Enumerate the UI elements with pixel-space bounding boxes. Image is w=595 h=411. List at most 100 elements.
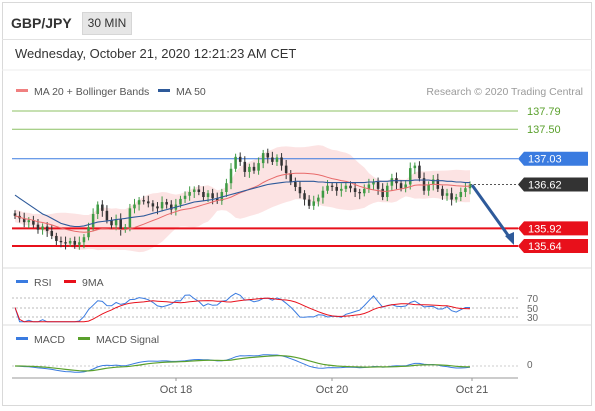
- candle-body: [238, 156, 242, 162]
- candle-body: [454, 197, 458, 200]
- candle-body: [64, 242, 67, 244]
- level-136-62-tag: [518, 177, 588, 192]
- legend-ma50-label: MA 50: [176, 86, 206, 98]
- x-tick-oct18: Oct 18: [160, 384, 192, 396]
- candle-body: [192, 189, 196, 192]
- candle-body: [294, 181, 297, 187]
- candle-body: [165, 202, 168, 205]
- ma50-line: [14, 179, 470, 228]
- candle-body: [234, 156, 237, 169]
- candle-body: [261, 153, 265, 164]
- level-135-92-tag: [518, 221, 588, 236]
- x-tick-oct20: Oct 20: [316, 384, 348, 396]
- candle-body: [307, 199, 311, 206]
- candle-body: [372, 181, 375, 185]
- credit-label: Research © 2020 Trading Central: [426, 86, 583, 98]
- timeframe-badge[interactable]: 30 MIN: [82, 12, 132, 35]
- legend-swatch-rsi: [16, 280, 28, 283]
- candle-body: [298, 186, 302, 194]
- candle-body: [197, 189, 201, 192]
- macd-tick-0: 0: [527, 360, 533, 371]
- legend-ma20-label: MA 20 + Bollinger Bands: [34, 86, 149, 98]
- level-136-62-label: 136.62: [528, 179, 562, 191]
- candle-body: [133, 204, 136, 209]
- candle-body: [82, 237, 86, 243]
- chart-frame: [2, 2, 592, 406]
- candle-body: [160, 202, 164, 209]
- candle-body: [363, 188, 366, 194]
- candle-body: [349, 185, 352, 189]
- legend-9ma-label: 9MA: [82, 277, 104, 289]
- rsi-tick-30: 30: [527, 313, 539, 324]
- level-137-50-label: 137.50: [527, 124, 561, 136]
- legend-rsi-label: RSI: [34, 277, 52, 289]
- candle-body: [441, 188, 444, 196]
- candle-body: [413, 165, 417, 169]
- candle-body: [225, 183, 228, 192]
- candle-body: [27, 220, 31, 223]
- candle-body: [169, 204, 173, 210]
- candle-body: [427, 184, 430, 191]
- candle-body: [105, 210, 109, 221]
- candle-body: [418, 165, 421, 179]
- legend-macd-label: MACD: [34, 334, 65, 346]
- moving-averages: [14, 172, 471, 233]
- candle-body: [101, 204, 104, 211]
- candle-body: [330, 185, 334, 187]
- candle-body: [376, 181, 380, 189]
- candle-body: [431, 179, 435, 185]
- legend-swatch-macd: [16, 337, 28, 340]
- candle-body: [408, 168, 412, 185]
- candle-body: [73, 240, 77, 245]
- candle-body: [41, 226, 44, 230]
- x-tick-oct21: Oct 21: [456, 384, 488, 396]
- candle-body: [326, 185, 329, 191]
- candle-body: [50, 230, 54, 236]
- rsi-tick-50: 50: [527, 304, 539, 315]
- legend-macd-signal-label: MACD Signal: [96, 334, 159, 346]
- bollinger-band: [15, 145, 470, 253]
- level-137-03-label: 137.03: [528, 154, 562, 166]
- candle-body: [59, 240, 63, 243]
- forecast-arrowhead: [505, 232, 514, 245]
- candle-body: [422, 178, 426, 191]
- candle-body: [32, 220, 35, 225]
- candle-body: [147, 201, 150, 204]
- candle-body: [289, 173, 293, 182]
- candle-body: [248, 166, 251, 172]
- candle-body: [312, 201, 316, 206]
- candle-body: [179, 198, 182, 205]
- bollinger-band-fill: [15, 145, 470, 253]
- price-levels: 137.79 137.50 137.03 136.62 135.92 135.64: [12, 106, 588, 253]
- candle-body: [202, 192, 205, 198]
- legend-swatch-ma20: [16, 89, 28, 92]
- candle-body: [229, 168, 233, 184]
- candle-body: [215, 198, 219, 201]
- level-135-64-tag: [518, 239, 588, 253]
- candle-body: [211, 193, 214, 199]
- candle-body: [390, 178, 394, 186]
- candle-body: [271, 157, 274, 162]
- candle-body: [257, 163, 260, 171]
- candle-body: [353, 188, 357, 192]
- candle-body: [367, 184, 371, 189]
- candle-body: [340, 188, 343, 191]
- candle-body: [450, 193, 453, 200]
- candle-body: [22, 218, 26, 223]
- candle-body: [321, 190, 325, 198]
- candle-body: [445, 193, 449, 196]
- candle-body: [142, 200, 145, 202]
- level-137-79-label: 137.79: [527, 106, 561, 118]
- candle-body: [137, 200, 141, 205]
- level-137-03-tag: [518, 151, 588, 166]
- candle-body: [68, 240, 72, 244]
- candle-body: [151, 203, 155, 207]
- datetime-label: Wednesday, October 21, 2020 12:21:23 AM …: [15, 46, 297, 61]
- candle-body: [96, 204, 99, 214]
- candle-body: [399, 183, 403, 189]
- rsi-tick-70: 70: [527, 294, 539, 305]
- candle-body: [459, 192, 463, 198]
- candle-body: [36, 224, 40, 230]
- candle-body: [55, 235, 58, 241]
